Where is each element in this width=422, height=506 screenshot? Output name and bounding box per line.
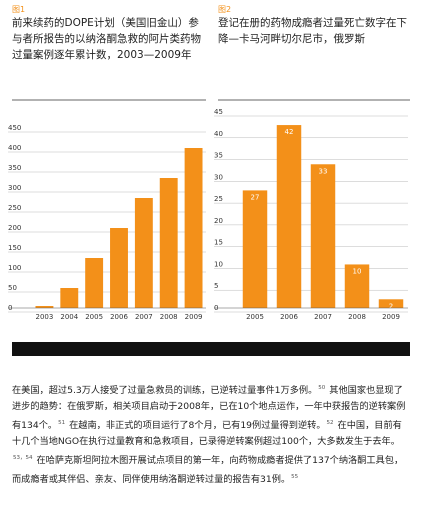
sentence: 在中国，目前有十几个当地NGO在执行过量教育和急救项目，已录得逆转案例超过100… <box>12 420 402 448</box>
divider-bar <box>12 342 410 356</box>
footnote-ref: 51 <box>58 420 66 427</box>
y-tick-label: 100 <box>8 264 21 272</box>
bar <box>60 288 79 308</box>
bar <box>85 258 104 308</box>
x-tick-label: 2009 <box>185 313 203 321</box>
y-tick-label: 45 <box>214 108 223 116</box>
footnote-ref: 52 <box>326 420 334 427</box>
footnote-ref: 55 <box>291 474 299 481</box>
y-tick-label: 20 <box>214 217 223 225</box>
figure-label: 图1 <box>12 5 26 14</box>
sentence: 在美国，超过5.3万人接受了过量急救员的训练，已逆转过量事件1万多例。 <box>12 385 318 397</box>
bar <box>276 125 302 308</box>
y-tick-label: 150 <box>8 244 21 252</box>
y-tick-label: 350 <box>8 164 21 172</box>
data-label: 33 <box>319 167 328 175</box>
y-tick-label: 450 <box>8 124 21 132</box>
bar <box>242 190 268 308</box>
y-tick-label: 50 <box>8 284 17 292</box>
x-tick-label: 2003 <box>36 313 54 321</box>
data-label: 2 <box>389 302 393 310</box>
x-tick-label: 2008 <box>348 313 366 321</box>
x-tick-label: 2009 <box>382 313 400 321</box>
bar <box>344 264 370 308</box>
y-tick-label: 40 <box>214 130 223 138</box>
y-tick-label: 30 <box>214 173 223 181</box>
y-tick-label: 200 <box>8 224 21 232</box>
figure-label: 图2 <box>218 5 232 14</box>
x-tick-label: 2007 <box>135 313 153 321</box>
bar <box>310 164 336 308</box>
chart-title: 前来续药的DOPE计划（美国旧金山）参与者所报告的以纳洛酮急救的阿片类药物过量案… <box>12 17 201 61</box>
y-tick-label: 35 <box>214 152 223 160</box>
x-tick-label: 2006 <box>110 313 128 321</box>
y-tick-label: 400 <box>8 144 21 152</box>
data-label: 10 <box>353 267 362 275</box>
bar <box>110 228 128 308</box>
x-tick-label: 2008 <box>160 313 178 321</box>
bar <box>184 148 203 308</box>
footnote-ref: 50 <box>318 385 326 391</box>
sentence: 其他国家也显现了进步的趋势：在俄罗斯，相关项目启动于2008年，已在10个地点运… <box>12 385 406 432</box>
footnote-ref: 53，54 <box>13 455 33 462</box>
sentence: 在哈萨克斯坦阿拉木图开展试点项目的第一年，向药物成瘾者提供了137个纳洛酮工具包… <box>12 455 404 486</box>
sentence: 在越南，非正式的项目运行了8个月，已有19例过量得到逆转。 <box>69 420 326 432</box>
body-text: 在美国，超过5.3万人接受了过量急救员的训练，已逆转过量事件1万多例。50 其他国… <box>12 380 410 488</box>
y-tick-label: 5 <box>214 282 218 290</box>
x-tick-label: 2005 <box>246 313 264 321</box>
y-tick-label: 300 <box>8 184 21 192</box>
bar <box>134 198 153 308</box>
data-label: 27 <box>251 193 260 201</box>
bar <box>159 178 178 308</box>
bar <box>35 306 54 308</box>
x-tick-label: 2007 <box>314 313 332 321</box>
y-tick-label: 250 <box>8 204 21 212</box>
y-tick-label: 10 <box>214 260 223 268</box>
data-label: 42 <box>285 128 294 136</box>
bar <box>378 299 404 308</box>
x-tick-label: 2004 <box>60 313 78 321</box>
chart-title: 登记在册的药物成瘾者过量死亡数字在下降—卡马河畔切尔尼市，俄罗斯 <box>218 17 407 45</box>
y-tick-label: 15 <box>214 239 223 247</box>
x-tick-label: 2005 <box>85 313 103 321</box>
x-tick-label: 2006 <box>280 313 298 321</box>
y-tick-label: 25 <box>214 195 223 203</box>
